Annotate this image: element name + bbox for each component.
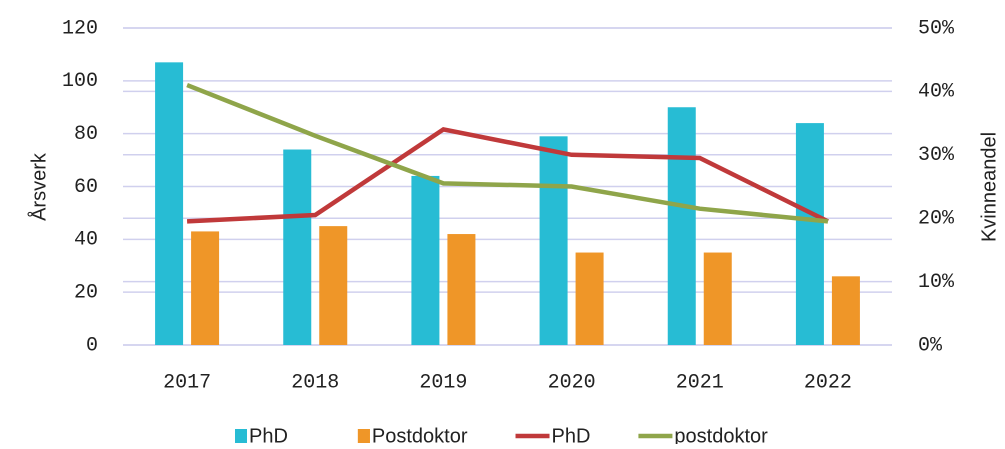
y-tick-label: 60 <box>74 176 98 199</box>
x-tick-label: 2017 <box>163 371 211 394</box>
bar <box>703 252 732 345</box>
bar <box>667 107 696 345</box>
y2-tick-label: 40% <box>918 81 955 104</box>
y-axis-label: Årsverk <box>27 152 50 221</box>
y-tick-label: 20 <box>74 281 98 304</box>
bar <box>795 123 824 345</box>
y2-tick-label: 50% <box>918 17 955 40</box>
y-tick-label: 0 <box>86 334 98 357</box>
legend-swatch <box>235 429 247 443</box>
bar <box>191 231 220 345</box>
y2-tick-label: 0% <box>918 334 943 357</box>
x-tick-label: 2018 <box>291 371 339 394</box>
y-tick-label: 100 <box>62 70 98 93</box>
bar <box>831 276 860 345</box>
x-tick-label: 2019 <box>419 371 467 394</box>
y-tick-label: 80 <box>74 123 98 146</box>
bar <box>155 62 184 345</box>
y-tick-label: 120 <box>62 17 98 40</box>
bar <box>283 149 312 345</box>
bar <box>447 234 476 345</box>
bar <box>319 226 348 345</box>
line <box>186 82 829 224</box>
y2-tick-label: 30% <box>918 144 955 167</box>
y2-tick-label: 20% <box>918 207 955 230</box>
legend-label: PhD <box>249 425 288 444</box>
y2-axis-label: Kvinneandel <box>978 132 1000 242</box>
bar <box>575 252 604 345</box>
y2-tick-label: 10% <box>918 271 955 294</box>
legend-label: PhD <box>552 425 591 444</box>
x-tick-label: 2020 <box>548 371 596 394</box>
x-tick-label: 2022 <box>804 371 852 394</box>
x-tick-label: 2021 <box>676 371 724 394</box>
legend-swatch <box>357 429 370 443</box>
legend-label: postdoktor <box>674 425 768 444</box>
y-tick-label: 40 <box>74 229 98 252</box>
legend-label: Postdoktor <box>372 425 468 444</box>
line <box>186 127 829 224</box>
bar <box>411 175 440 345</box>
bar <box>539 136 568 345</box>
